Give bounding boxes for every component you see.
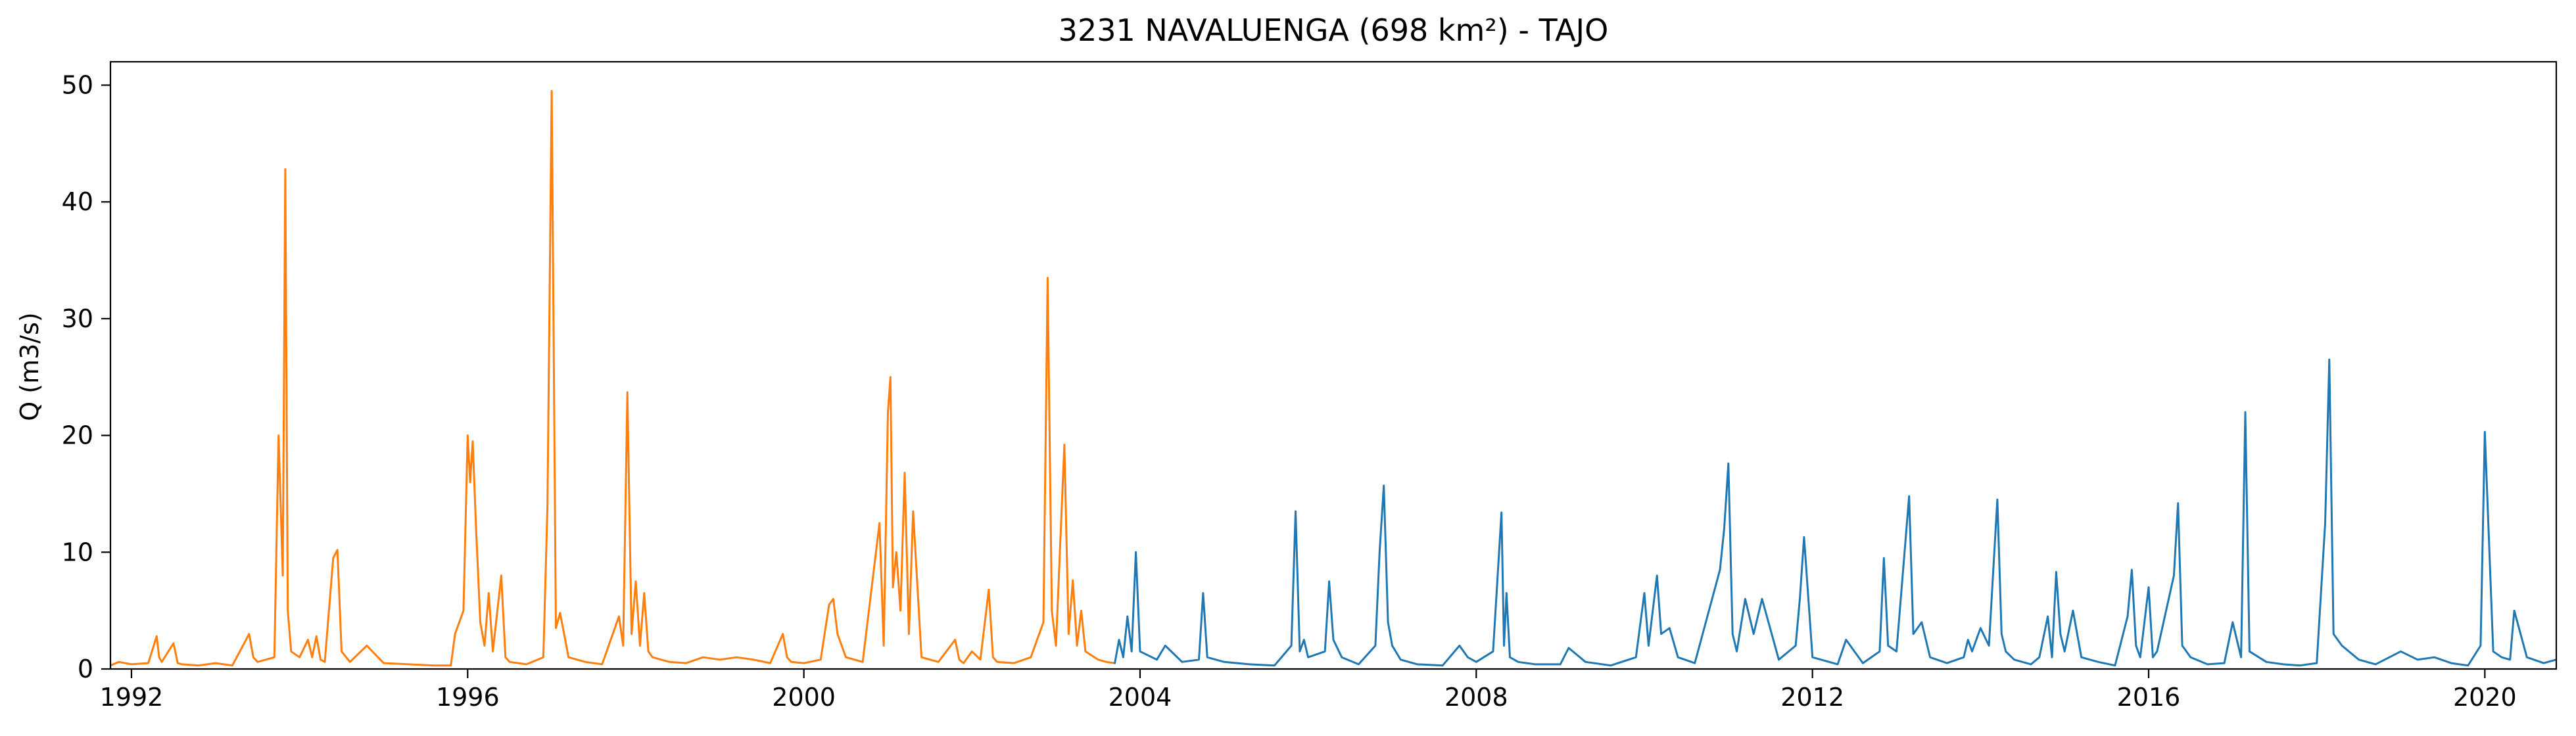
x-tick-label: 1996 — [436, 683, 500, 712]
plot-area — [110, 89, 2556, 667]
series-line-2 — [1114, 358, 2556, 667]
y-tick-label: 30 — [62, 304, 93, 333]
y-tick-label: 50 — [62, 71, 93, 100]
y-tick-label: 20 — [62, 421, 93, 450]
y-tick-label: 0 — [78, 655, 93, 683]
chart-title: 3231 NAVALUENGA (698 km²) - TAJO — [1059, 12, 1609, 48]
x-tick-label: 1992 — [100, 683, 164, 712]
x-axis: 1992 1996 2000 2004 2008 2012 2016 2020 — [100, 669, 2517, 712]
x-tick-label: 2016 — [2117, 683, 2181, 712]
x-tick-label: 2000 — [772, 683, 836, 712]
y-tick-label: 40 — [62, 187, 93, 216]
x-tick-label: 2008 — [1444, 683, 1508, 712]
y-axis-label: Q (m3/s) — [15, 312, 44, 421]
series-line-1 — [110, 89, 1116, 667]
x-tick-label: 2020 — [2453, 683, 2517, 712]
x-tick-label: 2004 — [1109, 683, 1172, 712]
x-tick-label: 2012 — [1780, 683, 1844, 712]
y-axis: 0 10 20 30 40 50 — [62, 71, 110, 683]
y-tick-label: 10 — [62, 538, 93, 566]
plot-frame — [109, 60, 2558, 670]
